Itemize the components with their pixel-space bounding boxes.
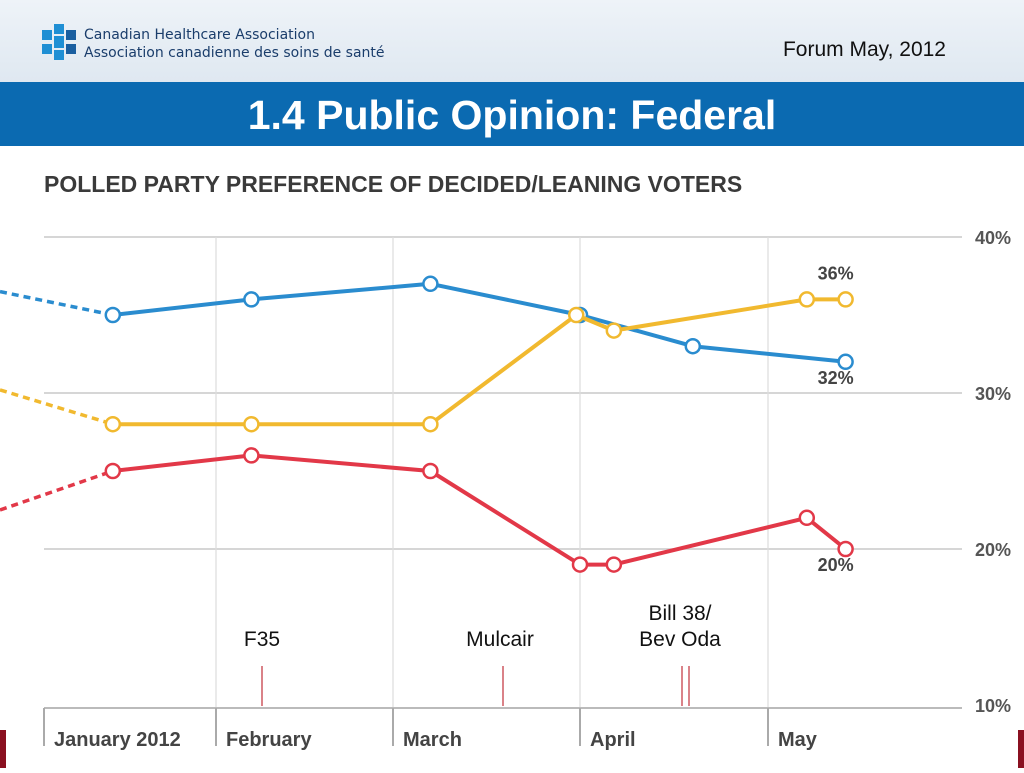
series-leadin-dashed <box>0 469 114 512</box>
y-tick-label: 20% <box>975 540 1011 560</box>
data-point <box>798 291 816 308</box>
y-tick-label: 10% <box>975 696 1011 716</box>
event-annotation-label: Bill 38/ <box>648 602 711 625</box>
x-tick-label: March <box>403 729 462 751</box>
series-line <box>112 281 846 364</box>
data-point <box>571 556 589 573</box>
data-point <box>605 556 623 573</box>
data-point <box>837 291 854 308</box>
data-point <box>104 415 122 433</box>
left-edge-decoration <box>0 730 6 768</box>
line-chart: POLLED PARTY PREFERENCE OF DECIDED/LEANI… <box>0 171 1011 751</box>
right-edge-decoration <box>1018 730 1024 768</box>
data-point <box>243 415 260 433</box>
slide-title: 1.4 Public Opinion: Federal <box>0 82 1024 146</box>
x-tick-label: April <box>590 729 636 751</box>
series-end-label: 32% <box>818 368 854 388</box>
forum-date: Forum May, 2012 <box>782 38 946 61</box>
header-bar: Canadian Healthcare Association Associat… <box>0 0 1024 82</box>
data-point <box>422 462 439 480</box>
y-tick-label: 30% <box>975 384 1011 404</box>
data-point <box>837 353 854 371</box>
data-point <box>684 337 702 355</box>
data-point <box>104 306 122 324</box>
org-name-french: Association canadienne des soins de sant… <box>84 45 385 61</box>
y-tick-label: 40% <box>975 228 1011 248</box>
series-line <box>112 297 846 427</box>
series-leadin-dashed <box>0 289 114 317</box>
data-point <box>837 540 854 558</box>
series-leadin-dashed <box>0 388 114 426</box>
event-annotation-label: Bev Oda <box>639 628 721 651</box>
data-point <box>798 509 816 527</box>
event-annotation-label: Mulcair <box>466 628 534 651</box>
chart-title: POLLED PARTY PREFERENCE OF DECIDED/LEANI… <box>44 171 742 197</box>
data-point <box>605 322 623 339</box>
x-tick-label: February <box>226 729 312 751</box>
x-tick-label: May <box>778 729 818 751</box>
event-annotation-label: F35 <box>244 628 280 651</box>
series-end-label: 20% <box>818 555 854 575</box>
data-point <box>243 447 260 464</box>
series-end-label: 36% <box>818 263 854 283</box>
cha-logo-icon <box>42 24 76 60</box>
data-point <box>422 275 439 293</box>
organization-name: Canadian Healthcare Association Associat… <box>84 26 385 62</box>
series-line <box>112 453 847 567</box>
data-point <box>568 306 585 324</box>
x-tick-label: January 2012 <box>54 729 181 751</box>
data-point <box>243 291 260 308</box>
org-name-english: Canadian Healthcare Association <box>84 27 315 43</box>
chart-area: POLLED PARTY PREFERENCE OF DECIDED/LEANI… <box>0 146 1024 768</box>
data-point <box>422 415 439 433</box>
data-point <box>104 462 122 480</box>
